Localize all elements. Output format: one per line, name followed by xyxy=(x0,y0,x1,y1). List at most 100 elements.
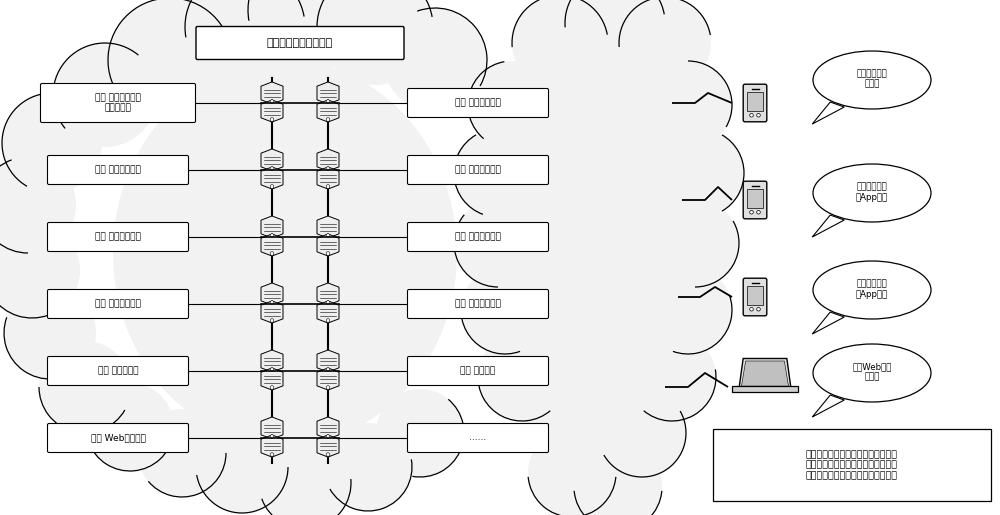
FancyBboxPatch shape xyxy=(408,356,548,386)
Circle shape xyxy=(270,252,274,255)
Ellipse shape xyxy=(813,261,931,319)
Circle shape xyxy=(574,443,662,515)
Ellipse shape xyxy=(813,51,931,109)
Text: 适过Web浏览
器访问: 适过Web浏览 器访问 xyxy=(852,362,892,382)
Polygon shape xyxy=(261,234,283,256)
FancyBboxPatch shape xyxy=(408,156,548,184)
Circle shape xyxy=(376,389,464,477)
Polygon shape xyxy=(261,283,283,305)
Circle shape xyxy=(528,429,616,515)
Circle shape xyxy=(326,234,330,237)
Circle shape xyxy=(39,341,131,433)
FancyBboxPatch shape xyxy=(408,423,548,453)
Circle shape xyxy=(326,301,330,304)
Circle shape xyxy=(750,307,753,311)
Polygon shape xyxy=(261,216,283,238)
Polygon shape xyxy=(317,417,339,439)
Ellipse shape xyxy=(113,61,457,445)
Polygon shape xyxy=(261,417,283,439)
Text: 适过苹果的专
用App访问: 适过苹果的专 用App访问 xyxy=(856,279,888,299)
Circle shape xyxy=(185,0,305,87)
Ellipse shape xyxy=(495,22,705,492)
Polygon shape xyxy=(317,435,339,457)
Circle shape xyxy=(108,0,232,122)
Polygon shape xyxy=(317,216,339,238)
Ellipse shape xyxy=(813,344,931,402)
Circle shape xyxy=(326,453,330,456)
FancyBboxPatch shape xyxy=(743,181,767,219)
Polygon shape xyxy=(317,82,339,104)
Text: 云平台（服务器集群）: 云平台（服务器集群） xyxy=(267,38,333,48)
Circle shape xyxy=(651,199,739,287)
Circle shape xyxy=(326,435,330,438)
FancyBboxPatch shape xyxy=(732,386,798,392)
FancyBboxPatch shape xyxy=(48,222,188,251)
Text: 通过微信小程
序访问: 通过微信小程 序访问 xyxy=(857,70,887,89)
Polygon shape xyxy=(812,215,844,237)
FancyBboxPatch shape xyxy=(747,190,763,208)
Circle shape xyxy=(628,333,716,421)
Polygon shape xyxy=(317,368,339,390)
Text: 部署 异常处理服务: 部署 异常处理服务 xyxy=(455,232,501,242)
Text: 部署 日志记录服务: 部署 日志记录服务 xyxy=(455,300,501,308)
Circle shape xyxy=(138,409,226,497)
FancyBboxPatch shape xyxy=(743,84,767,122)
Circle shape xyxy=(2,93,102,193)
Circle shape xyxy=(196,421,288,513)
Polygon shape xyxy=(261,368,283,390)
Circle shape xyxy=(326,100,330,104)
Circle shape xyxy=(383,8,487,112)
FancyBboxPatch shape xyxy=(48,156,188,184)
Text: 适过安卓的专
用App访问: 适过安卓的专 用App访问 xyxy=(856,182,888,202)
Polygon shape xyxy=(261,82,283,104)
Polygon shape xyxy=(261,435,283,457)
Circle shape xyxy=(326,185,330,188)
Circle shape xyxy=(270,368,274,371)
Circle shape xyxy=(478,333,566,421)
Text: 部署 权限验证服务: 部署 权限验证服务 xyxy=(95,232,141,242)
Circle shape xyxy=(270,386,274,389)
Polygon shape xyxy=(261,350,283,372)
Polygon shape xyxy=(742,361,788,386)
Circle shape xyxy=(656,129,744,217)
Circle shape xyxy=(270,118,274,122)
Polygon shape xyxy=(261,149,283,171)
Text: 部署 缓存管理服务: 部署 缓存管理服务 xyxy=(455,165,501,175)
Circle shape xyxy=(454,129,542,217)
Text: 部署 通讯服务: 部署 通讯服务 xyxy=(460,367,496,375)
Circle shape xyxy=(86,383,174,471)
Polygon shape xyxy=(261,167,283,189)
Circle shape xyxy=(270,319,274,322)
Circle shape xyxy=(270,453,274,456)
Circle shape xyxy=(750,113,753,117)
Circle shape xyxy=(468,61,556,149)
Circle shape xyxy=(0,157,76,253)
Polygon shape xyxy=(317,234,339,256)
Circle shape xyxy=(270,301,274,304)
FancyBboxPatch shape xyxy=(712,429,991,501)
Circle shape xyxy=(512,0,608,91)
FancyBboxPatch shape xyxy=(743,278,767,316)
Circle shape xyxy=(326,319,330,322)
Text: 通过电脑或手机等设备以对应的访问
方式即可实现操作数据监测、趋势分
析、农情告警、终端控制等软件功能: 通过电脑或手机等设备以对应的访问 方式即可实现操作数据监测、趋势分 析、农情告警… xyxy=(806,450,898,480)
Polygon shape xyxy=(317,167,339,189)
Polygon shape xyxy=(261,100,283,122)
FancyBboxPatch shape xyxy=(48,356,188,386)
Text: 部署 登录认证服务: 部署 登录认证服务 xyxy=(95,165,141,175)
FancyBboxPatch shape xyxy=(747,286,763,305)
FancyBboxPatch shape xyxy=(196,26,404,60)
Circle shape xyxy=(270,185,274,188)
Circle shape xyxy=(326,252,330,255)
Polygon shape xyxy=(261,301,283,323)
Circle shape xyxy=(270,167,274,170)
Polygon shape xyxy=(317,301,339,323)
FancyBboxPatch shape xyxy=(408,89,548,117)
Polygon shape xyxy=(317,350,339,372)
Circle shape xyxy=(270,100,274,104)
Circle shape xyxy=(326,368,330,371)
Text: 部署 Web应用服务: 部署 Web应用服务 xyxy=(91,434,145,442)
Polygon shape xyxy=(317,100,339,122)
Circle shape xyxy=(598,389,686,477)
Circle shape xyxy=(259,437,351,515)
FancyBboxPatch shape xyxy=(48,423,188,453)
